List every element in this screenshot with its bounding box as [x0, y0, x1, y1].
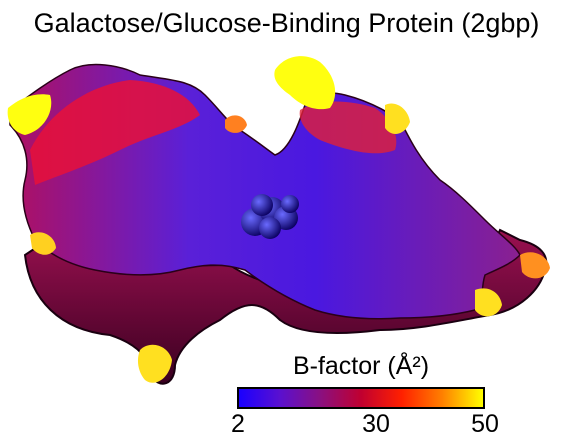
yellow-patch-right	[475, 288, 502, 317]
yellow-patch-right-edge	[385, 103, 410, 134]
orange-patch-small	[225, 115, 247, 133]
yellow-patch-left-edge	[30, 232, 56, 255]
figure-title: Galactose/Glucose-Binding Protein (2gbp)	[33, 8, 540, 38]
red-patch-right	[299, 101, 397, 154]
colorbar-title: B-factor (Å²)	[292, 352, 430, 380]
yellow-patch-bottomleft	[137, 344, 172, 383]
ligand-spheres	[241, 194, 299, 239]
yellow-patch-topleft	[7, 94, 52, 135]
red-patch-left	[30, 80, 200, 185]
colorbar-gradient	[237, 387, 485, 409]
colorbar-tick-mid: 30	[362, 410, 390, 438]
colorbar-tick-min: 2	[231, 410, 245, 438]
colorbar-tick-max: 50	[471, 410, 499, 438]
orange-patch-right	[520, 252, 550, 279]
yellow-patch-topright	[274, 56, 336, 110]
